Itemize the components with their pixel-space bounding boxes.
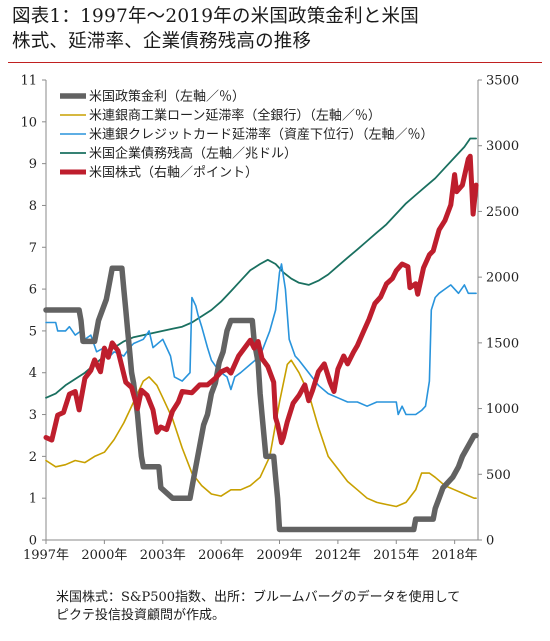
x-tick-label: 2003年 bbox=[140, 548, 186, 563]
title-rule bbox=[8, 62, 542, 63]
legend-label: 米国政策金利（左軸／％） bbox=[89, 89, 245, 105]
credit-card-delinquency-line bbox=[45, 263, 477, 416]
x-tick-label: 2000年 bbox=[81, 548, 127, 563]
legend: 米国政策金利（左軸／％） 米連銀商工業ローン延滞率（全銀行）（左軸／％） 米連銀クレ… bbox=[60, 89, 434, 181]
legend-label: 米連銀クレジットカード延滞率（資産下位行）（左軸／％） bbox=[89, 127, 434, 143]
y-right-tick-label: 1000 bbox=[486, 402, 519, 417]
source-note-line2: ピクテ投信投資顧問が作成。 bbox=[56, 608, 226, 623]
y-left-tick-label: 1 bbox=[29, 492, 37, 507]
x-tick-label: 2012年 bbox=[315, 548, 361, 563]
source-note-line1: 米国株式：S&P500指数、出所：ブルームバーグのデータを使用して bbox=[56, 590, 461, 605]
y-left-tick-label: 10 bbox=[20, 115, 37, 130]
y-left-tick-label: 11 bbox=[20, 74, 37, 89]
chart-title-line2: 株式、延滞率、企業債務残高の推移 bbox=[12, 31, 312, 52]
x-tick-label: 2015年 bbox=[373, 548, 419, 563]
x-tick-label: 2018年 bbox=[432, 548, 478, 563]
legend-label: 米連銀商工業ローン延滞率（全銀行）（左軸／％） bbox=[89, 108, 381, 124]
y-left-tick-label: 7 bbox=[29, 241, 37, 256]
y-left-tick-label: 0 bbox=[29, 534, 37, 549]
y-right-tick-label: 1500 bbox=[486, 336, 519, 351]
corporate-debt-line bbox=[45, 137, 477, 399]
axes: 0 1 2 3 4 5 6 7 8 9 10 11 0 500 1000 1500 2000 2500 3000 35… bbox=[20, 74, 519, 564]
y-left-tick-label: 5 bbox=[29, 324, 37, 339]
y-left-tick-label: 9 bbox=[29, 157, 37, 172]
series-layer bbox=[43, 137, 479, 533]
legend-label: 米国株式（右軸／ポイント） bbox=[89, 166, 258, 181]
x-tick-label: 1997年 bbox=[23, 548, 69, 563]
fed-rate-line bbox=[43, 265, 479, 533]
y-left-tick-label: 6 bbox=[29, 283, 37, 298]
y-right-tick-label: 2000 bbox=[486, 271, 519, 286]
sp500-line bbox=[43, 153, 479, 446]
y-left-tick-label: 4 bbox=[29, 366, 37, 381]
y-right-tick-label: 0 bbox=[486, 534, 494, 549]
x-tick-label: 2006年 bbox=[198, 548, 244, 563]
y-left-tick-label: 2 bbox=[29, 450, 37, 465]
y-right-tick-label: 2500 bbox=[486, 205, 519, 220]
y-left-tick-label: 3 bbox=[29, 408, 37, 423]
x-tick-label: 2009年 bbox=[256, 548, 302, 563]
y-right-tick-label: 3000 bbox=[486, 139, 519, 154]
y-right-tick-label: 3500 bbox=[486, 74, 519, 89]
chart-title-line1: 図表1：1997年～2019年の米国政策金利と米国 bbox=[12, 6, 419, 27]
y-right-tick-label: 500 bbox=[486, 468, 511, 483]
legend-label: 米国企業債務残高（左軸／兆ドル） bbox=[89, 146, 297, 162]
y-left-tick-label: 8 bbox=[29, 199, 37, 214]
